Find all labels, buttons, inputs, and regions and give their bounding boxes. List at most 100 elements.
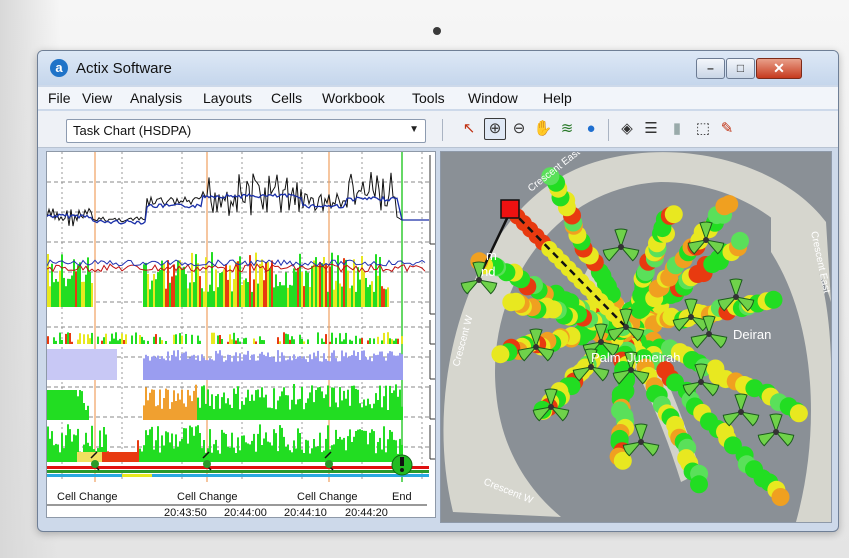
lilac-bar xyxy=(219,350,221,380)
chart-type-dropdown[interactable]: Task Chart (HSDPA) ▼ xyxy=(66,119,426,143)
quality-bar xyxy=(287,287,289,307)
pan-tool-button[interactable]: ✋ xyxy=(532,118,554,140)
cqi-bar xyxy=(309,453,311,462)
scheduling-bar xyxy=(259,397,261,420)
cell-site-icon[interactable] xyxy=(460,261,498,295)
close-button[interactable]: ✕ xyxy=(756,58,802,79)
toolbar-separator xyxy=(608,119,609,141)
cqi-bar xyxy=(297,428,299,462)
cell-site-icon[interactable] xyxy=(690,315,728,349)
maximize-button[interactable]: □ xyxy=(726,58,755,79)
cell-site-icon[interactable] xyxy=(757,413,795,447)
cell-sector xyxy=(702,315,716,336)
error-bar xyxy=(339,333,341,344)
globe-tool-button[interactable]: ● xyxy=(580,118,602,140)
pointer-tool-button[interactable]: ↖ xyxy=(458,118,480,140)
cqi-bar xyxy=(201,448,203,462)
cell-site-icon[interactable] xyxy=(517,328,555,362)
close-icon: ✕ xyxy=(773,60,785,76)
task-chart-pane[interactable]: Cell Change Cell Change Cell Change End … xyxy=(46,151,436,518)
cell-site-icon[interactable] xyxy=(572,348,610,382)
error-bar xyxy=(331,332,333,344)
cell-site-icon[interactable] xyxy=(532,388,570,422)
menu-file[interactable]: File xyxy=(48,90,71,106)
quality-bar xyxy=(203,291,205,307)
lilac-bar xyxy=(209,358,211,380)
menu-cells[interactable]: Cells xyxy=(271,90,303,106)
minimize-button[interactable]: – xyxy=(696,58,725,79)
scheduling-bar xyxy=(333,387,335,420)
scheduling-bar xyxy=(83,403,85,420)
cqi-bar xyxy=(305,439,307,462)
cell-site-hub xyxy=(773,429,779,435)
title-bar[interactable]: a Actix Software – □ ✕ xyxy=(38,51,838,85)
menu-layouts[interactable]: Layouts xyxy=(203,90,253,106)
cqi-bar xyxy=(85,432,87,462)
pin-tool-button[interactable]: ✎ xyxy=(716,118,738,140)
quality-bar xyxy=(229,265,231,307)
quality-bar xyxy=(357,267,359,307)
cell-site-icon[interactable] xyxy=(607,308,645,342)
error-bar xyxy=(197,335,199,344)
map-svg: Crescent East Crescent East Crescent W C… xyxy=(441,152,831,522)
scheduling-bar xyxy=(227,398,229,420)
layer-control-button[interactable]: ◈ xyxy=(616,118,638,140)
cell-site-icon[interactable] xyxy=(687,221,725,255)
zoom-in-tool-button[interactable]: ⊕ xyxy=(484,118,506,140)
select-region-button[interactable]: ⬚ xyxy=(692,118,714,140)
toolbar: Task Chart (HSDPA) ▼ ↖ ⊕ ⊖ ✋ ≋ ● ◈ ☰ ▮ ⬚… xyxy=(38,111,838,148)
quality-bar xyxy=(63,277,65,307)
quality-bar xyxy=(59,270,61,307)
lilac-bar xyxy=(197,355,199,380)
cell-info-button[interactable]: ▮ xyxy=(666,118,688,140)
menu-window[interactable]: Window xyxy=(468,90,518,106)
lilac-bar xyxy=(249,359,251,380)
zoom-out-tool-button[interactable]: ⊖ xyxy=(508,118,530,140)
lilac-bar xyxy=(217,353,219,380)
lilac-bar xyxy=(307,361,309,380)
legend-button[interactable]: ☰ xyxy=(640,118,662,140)
lilac-bar xyxy=(263,354,265,380)
lilac-bar xyxy=(383,357,385,380)
cell-sector xyxy=(704,239,725,255)
cqi-bar xyxy=(169,442,171,462)
cell-sector xyxy=(774,431,795,447)
cell-site-icon[interactable] xyxy=(717,278,755,312)
cqi-bar xyxy=(295,448,297,462)
error-bar xyxy=(373,338,375,344)
lilac-bar xyxy=(235,352,237,380)
menu-tools[interactable]: Tools xyxy=(412,90,445,106)
cell-site-icon[interactable] xyxy=(602,228,640,262)
lilac-bar xyxy=(185,351,187,380)
cell-site-icon[interactable] xyxy=(612,351,650,385)
cell-sector xyxy=(629,369,650,385)
scheduling-bar xyxy=(365,405,367,420)
lilac-bar xyxy=(167,351,169,380)
error-bar xyxy=(117,340,119,344)
map-label-jumeirah: Jumeirah xyxy=(627,350,680,365)
current-position-marker[interactable] xyxy=(500,199,520,219)
error-bar xyxy=(199,340,201,344)
scheduling-bar xyxy=(145,387,147,420)
error-bar xyxy=(393,340,395,344)
cqi-bar xyxy=(103,427,105,462)
cqi-bar xyxy=(247,443,249,462)
cqi-bar xyxy=(65,435,67,462)
error-bar xyxy=(345,332,347,344)
cell-site-icon[interactable] xyxy=(682,363,720,397)
cell-site-icon[interactable] xyxy=(722,393,760,427)
menu-view[interactable]: View xyxy=(82,90,113,106)
lilac-bar xyxy=(191,355,193,380)
cell-site-icon[interactable] xyxy=(622,423,660,457)
lilac-bar xyxy=(339,361,341,380)
menu-workbook[interactable]: Workbook xyxy=(322,90,385,106)
map-pane[interactable]: Crescent East Crescent East Crescent W C… xyxy=(440,151,832,523)
quality-bar xyxy=(363,271,365,307)
cqi-bar xyxy=(73,434,75,462)
cqi-bar xyxy=(47,426,49,462)
quality-bar xyxy=(335,280,337,307)
menu-help[interactable]: Help xyxy=(543,90,572,106)
cqi-bar xyxy=(207,448,209,462)
menu-analysis[interactable]: Analysis xyxy=(130,90,183,106)
layers-tool-button[interactable]: ≋ xyxy=(556,118,578,140)
